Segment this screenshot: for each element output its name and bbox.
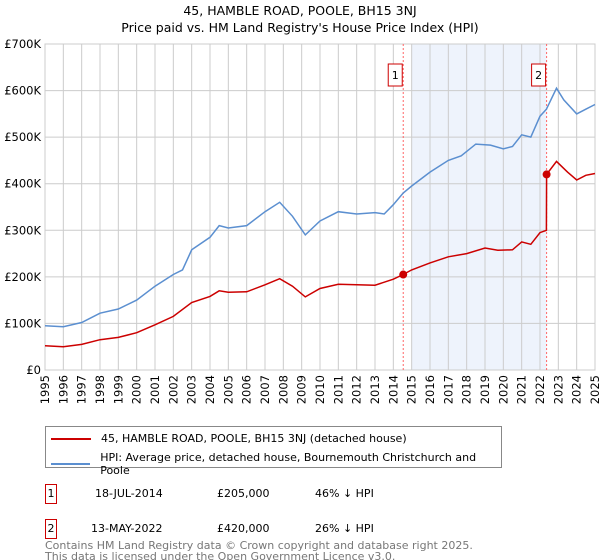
x-tick-label: 2013 (368, 375, 382, 404)
x-tick-label: 2020 (496, 375, 510, 404)
sale-badge: 2 (45, 519, 57, 539)
legend-swatch-hpi (51, 463, 91, 465)
x-tick-label: 2005 (221, 375, 235, 404)
y-tick-label: £400K (4, 177, 41, 191)
x-tick-label: 2019 (478, 375, 492, 404)
x-tick-label: 2018 (460, 375, 474, 404)
x-tick-label: 2007 (258, 375, 272, 404)
legend-label-price: 45, HAMBLE ROAD, POOLE, BH15 3NJ (detach… (101, 432, 407, 445)
sale-date: 18-JUL-2014 (95, 487, 163, 500)
sale-marker-label: 1 (392, 69, 399, 82)
sale-point (399, 270, 408, 279)
sale-price: £205,000 (217, 487, 270, 500)
x-tick-label: 2011 (331, 375, 345, 404)
x-tick-label: 2021 (515, 375, 529, 404)
x-tick-label: 2000 (130, 375, 144, 404)
sale-date: 13-MAY-2022 (91, 522, 163, 535)
x-tick-label: 1997 (75, 375, 89, 404)
x-tick-label: 2006 (240, 375, 254, 404)
legend-swatch-price (51, 437, 91, 440)
y-tick-label: £200K (4, 270, 41, 284)
x-tick-label: 2022 (533, 375, 547, 404)
x-tick-label: 2025 (588, 375, 600, 404)
y-tick-label: £500K (4, 130, 41, 144)
shaded-region (411, 44, 547, 370)
x-tick-label: 2003 (185, 375, 199, 404)
price-chart: £0 £100K £200K £300K £400K £500K £600K £700K 199… (4, 37, 600, 404)
legend-item-hpi: HPI: Average price, detached house, Bour… (51, 451, 501, 477)
x-tick-label: 2004 (203, 375, 217, 404)
x-tick-label: 2015 (405, 375, 419, 404)
plot-border (44, 43, 596, 371)
legend-item-price: 45, HAMBLE ROAD, POOLE, BH15 3NJ (detach… (51, 432, 407, 445)
x-tick-label: 2023 (551, 375, 565, 404)
sale-row: 2 13-MAY-2022 £420,000 26% ↓ HPI (45, 519, 545, 539)
sale-hpi-diff: 46% ↓ HPI (315, 487, 374, 500)
x-tick-label: 1999 (111, 375, 125, 404)
sale-point (542, 170, 551, 179)
x-tick-label: 2012 (350, 375, 364, 404)
sale-marker-label: 2 (535, 69, 542, 82)
hpi-line (44, 86, 596, 328)
footer-copyright: Contains HM Land Registry data © Crown c… (45, 539, 473, 552)
chart-title: 45, HAMBLE ROAD, POOLE, BH15 3NJ (183, 3, 417, 18)
x-tick-label: 2024 (570, 375, 584, 404)
x-tick-label: 2009 (295, 375, 309, 404)
sale-marker-badge (387, 63, 403, 87)
sale-hpi-diff: 26% ↓ HPI (315, 522, 374, 535)
x-tick-label: 2002 (166, 375, 180, 404)
sale-marker-badge (531, 63, 547, 87)
y-tick-label: £700K (4, 37, 41, 51)
x-tick-label: 1995 (38, 375, 52, 404)
x-tick-label: 2001 (148, 375, 162, 404)
y-tick-label: £0 (26, 363, 41, 377)
legend: 45, HAMBLE ROAD, POOLE, BH15 3NJ (detach… (45, 426, 502, 477)
legend-label-hpi: HPI: Average price, detached house, Bour… (100, 451, 477, 477)
sale-price: £420,000 (217, 522, 270, 535)
x-tick-label: 2017 (441, 375, 455, 404)
y-tick-label: £100K (4, 316, 41, 330)
x-tick-label: 1998 (93, 375, 107, 404)
y-tick-label: £300K (4, 223, 41, 237)
footer-licence: This data is licensed under the Open Gov… (45, 550, 396, 560)
sale-badge: 1 (45, 484, 57, 504)
price-paid-line (44, 160, 596, 348)
sale-row: 1 18-JUL-2014 £205,000 46% ↓ HPI (45, 484, 545, 504)
x-tick-label: 2016 (423, 375, 437, 404)
x-tick-label: 2008 (276, 375, 290, 404)
x-tick-label: 2010 (313, 375, 327, 404)
x-tick-label: 2014 (386, 375, 400, 404)
y-tick-label: £600K (4, 84, 41, 98)
chart-subtitle: Price paid vs. HM Land Registry's House … (121, 20, 479, 35)
x-tick-label: 1996 (56, 375, 70, 404)
